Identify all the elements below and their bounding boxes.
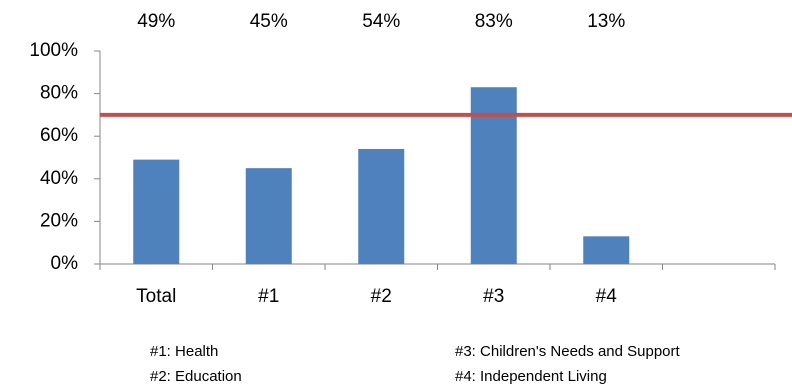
x-tick-label: #1 — [258, 286, 279, 307]
bar — [358, 148, 405, 264]
bar — [583, 236, 630, 264]
value-label: 54% — [362, 11, 400, 32]
note: #4: Independent Living — [455, 368, 607, 385]
y-tick-label: 100% — [29, 40, 78, 61]
note: #3: Children's Needs and Support — [455, 343, 681, 360]
x-tick-label: #3 — [483, 286, 504, 307]
y-tick-label: 80% — [40, 83, 78, 104]
y-tick-label: 60% — [40, 125, 78, 146]
bar — [133, 159, 180, 264]
y-tick-label: 20% — [40, 210, 78, 231]
y-tick-label: 0% — [51, 253, 79, 274]
value-label: 49% — [137, 11, 175, 32]
x-tick-label: #4 — [596, 286, 618, 307]
bar — [245, 168, 292, 264]
value-label: 45% — [250, 11, 288, 32]
note: #2: Education — [150, 368, 242, 385]
x-tick-label: Total — [136, 286, 176, 307]
value-label: 13% — [587, 11, 625, 32]
x-tick-label: #2 — [371, 286, 392, 307]
value-label: 83% — [475, 11, 513, 32]
y-tick-label: 40% — [40, 168, 78, 189]
note: #1: Health — [150, 343, 218, 360]
